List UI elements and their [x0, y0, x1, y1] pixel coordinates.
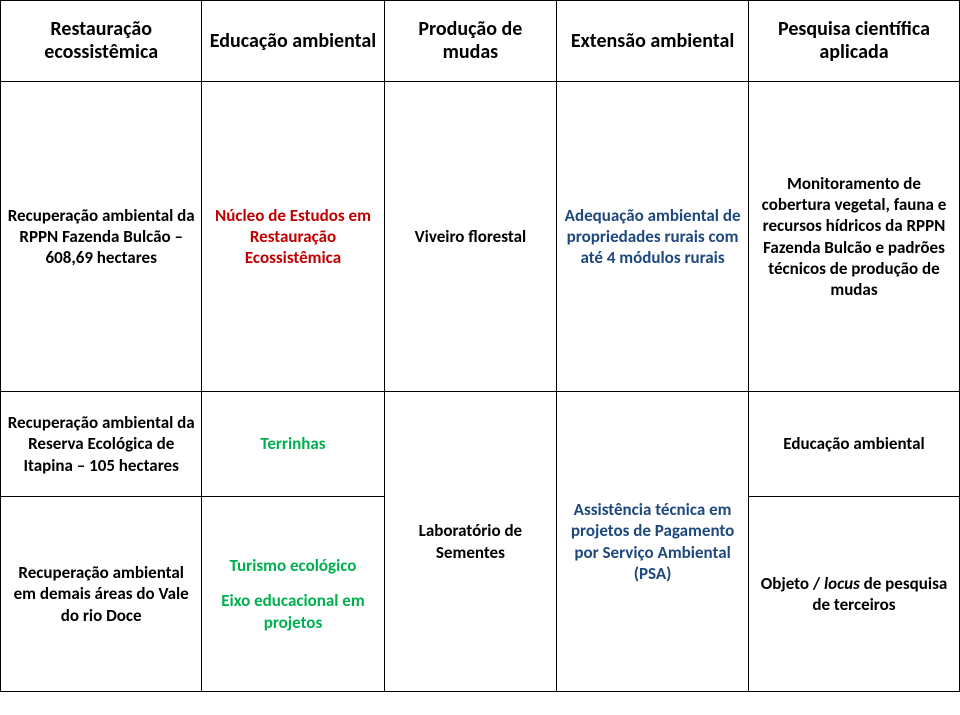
cell-monitoramento: Monitoramento de cobertura vegetal, faun…: [748, 82, 959, 392]
header-pesquisa: Pesquisa científica aplicada: [748, 1, 959, 82]
program-matrix-table: Restauração ecossistêmica Educação ambie…: [0, 0, 960, 692]
cell-reserva-itapina: Recuperação ambiental da Reserva Ecológi…: [1, 392, 202, 497]
header-producao: Produção de mudas: [384, 1, 557, 82]
text-locus-italic: locus: [824, 573, 860, 594]
cell-adequacao: Adequação ambiental de propriedades rura…: [557, 82, 749, 392]
header-restauracao: Restauração ecossistêmica: [1, 1, 202, 82]
text-objeto-pre: Objeto /: [761, 573, 824, 594]
text-turismo-ecologico: Turismo ecológico: [208, 555, 377, 576]
cell-educacao-ambiental: Educação ambiental: [748, 392, 959, 497]
header-educacao: Educação ambiental: [202, 1, 384, 82]
table-header-row: Restauração ecossistêmica Educação ambie…: [1, 1, 960, 82]
cell-turismo-eixo: Turismo ecológico Eixo educacional em pr…: [202, 497, 384, 692]
cell-assistencia-psa: Assistência técnica em projetos de Pagam…: [557, 392, 749, 692]
cell-laboratorio-sementes: Laboratório de Sementes: [384, 392, 557, 692]
table-row: Recuperação ambiental da RPPN Fazenda Bu…: [1, 82, 960, 392]
header-extensao: Extensão ambiental: [557, 1, 749, 82]
cell-terrinhas: Terrinhas: [202, 392, 384, 497]
cell-viveiro: Viveiro florestal: [384, 82, 557, 392]
cell-rppn-fazenda: Recuperação ambiental da RPPN Fazenda Bu…: [1, 82, 202, 392]
cell-nucleo-estudos: Núcleo de Estudos em Restauração Ecossis…: [202, 82, 384, 392]
cell-objeto-locus: Objeto / locus de pesquisa de terceiros: [748, 497, 959, 692]
cell-vale-rio-doce: Recuperação ambiental em demais áreas do…: [1, 497, 202, 692]
text-eixo-educacional: Eixo educacional em projetos: [208, 590, 377, 633]
